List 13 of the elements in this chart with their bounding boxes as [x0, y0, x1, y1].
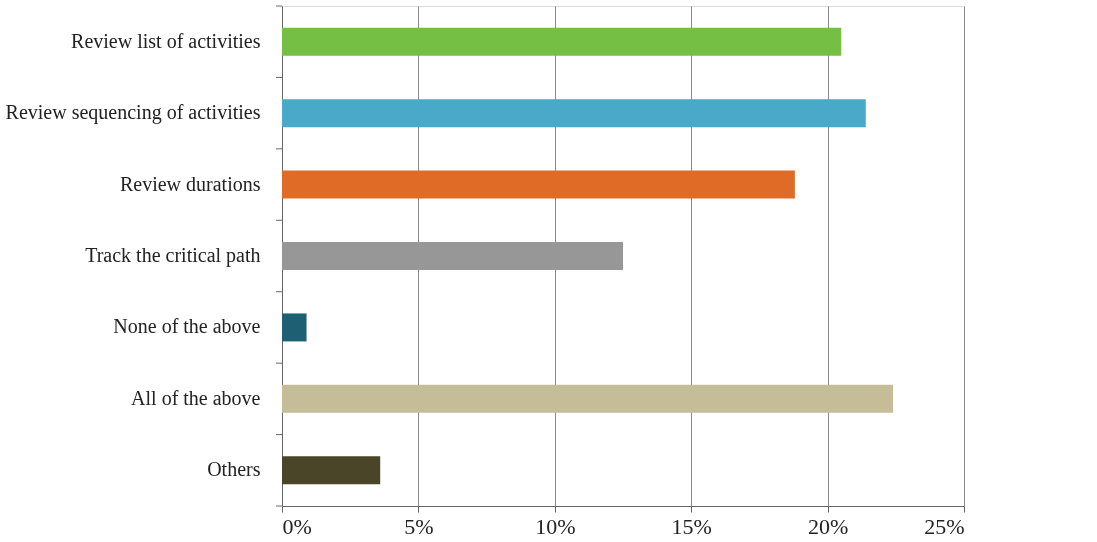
- x-tick-label: 25%: [924, 513, 965, 539]
- x-tick-label: 15%: [671, 513, 712, 539]
- y-tick-label: All of the above: [131, 386, 261, 409]
- x-tick-label: 10%: [535, 513, 576, 539]
- y-tick-label: Track the critical path: [85, 244, 261, 267]
- y-tick-label: Others: [207, 458, 261, 481]
- y-tick-label: Review durations: [119, 172, 261, 195]
- x-tick-label: 5%: [404, 513, 434, 539]
- y-tick-label: Review list of activities: [71, 29, 261, 52]
- x-tick-label: 0%: [282, 513, 312, 539]
- y-tick-label: Review sequencing of activities: [5, 101, 261, 125]
- y-tick-label: None of the above: [113, 315, 261, 338]
- x-tick-label: 20%: [807, 513, 849, 539]
